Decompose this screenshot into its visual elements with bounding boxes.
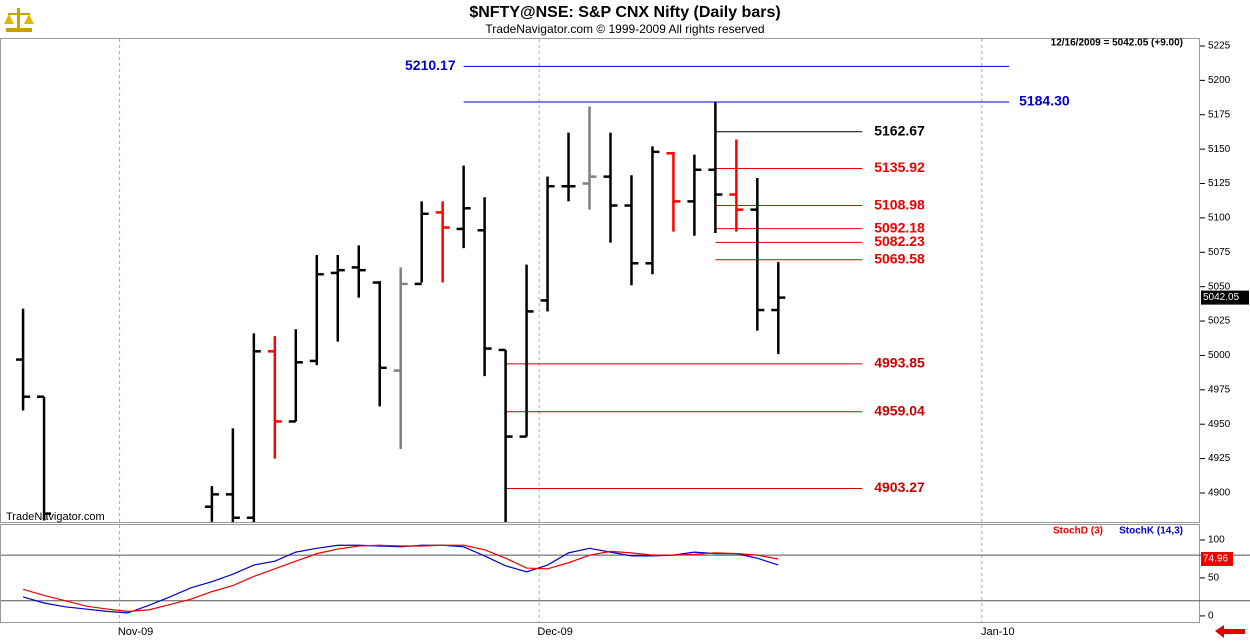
- y-tick-label: 4925: [1208, 453, 1231, 464]
- status-text: 12/16/2009 = 5042.05 (+9.00): [1051, 38, 1183, 49]
- x-tick-label: Jan-10: [981, 626, 1015, 638]
- stoch-panel: [0, 524, 1200, 623]
- x-tick-label: Nov-09: [118, 626, 153, 638]
- level-label: 5210.17: [405, 57, 456, 73]
- watermark: TradeNavigator.com: [6, 511, 105, 523]
- y-tick-label: 0: [1208, 611, 1214, 622]
- y-tick-label: 5000: [1208, 350, 1231, 361]
- level-label: 4959.04: [874, 402, 925, 418]
- y-tick-label: 5225: [1208, 41, 1231, 52]
- scroll-arrow[interactable]: [1215, 625, 1245, 638]
- last-price-box: [1201, 290, 1249, 305]
- level-label: 5184.30: [1019, 93, 1070, 109]
- y-tick-label: 5075: [1208, 247, 1231, 258]
- bars: [16, 102, 786, 522]
- y-tick-label: 4975: [1208, 384, 1231, 395]
- last-value-label: 74.96: [1203, 554, 1228, 565]
- legend-entry: StochD (3): [1053, 526, 1103, 537]
- last-value-box: [1201, 551, 1233, 566]
- y-tick-label: 50: [1208, 573, 1220, 584]
- level-label: 5082.23: [874, 233, 925, 249]
- level-label: 5162.67: [874, 122, 925, 138]
- subtitle: TradeNavigator.com © 1999-2009 All right…: [485, 22, 764, 36]
- x-tick-label: Dec-09: [537, 626, 572, 638]
- level-label: 5135.92: [874, 159, 925, 175]
- last-price-label: 5042.05: [1203, 292, 1240, 303]
- y-tick-label: 5150: [1208, 144, 1231, 155]
- y-tick-label: 100: [1208, 535, 1225, 546]
- legend-entry: StochK (14,3): [1119, 526, 1183, 537]
- chart-title: $NFTY@NSE: S&P CNX Nifty (Daily bars): [469, 4, 780, 21]
- y-tick-label: 4900: [1208, 488, 1231, 499]
- logo-icon: [4, 8, 34, 32]
- stoch-line: [22, 544, 779, 612]
- y-tick-label: 5200: [1208, 75, 1231, 86]
- level-label: 5092.18: [874, 219, 925, 235]
- y-tick-label: 5025: [1208, 316, 1231, 327]
- y-tick-label: 5050: [1208, 281, 1231, 292]
- price-panel: [0, 38, 1200, 523]
- level-label: 4903.27: [874, 479, 925, 495]
- level-label: 5108.98: [874, 196, 925, 212]
- y-tick-label: 5175: [1208, 109, 1231, 120]
- level-label: 4993.85: [874, 355, 925, 371]
- stoch-line: [22, 544, 779, 614]
- y-tick-label: 5125: [1208, 178, 1231, 189]
- level-label: 5069.58: [874, 250, 925, 266]
- y-tick-label: 5100: [1208, 213, 1231, 224]
- y-tick-label: 4950: [1208, 419, 1231, 430]
